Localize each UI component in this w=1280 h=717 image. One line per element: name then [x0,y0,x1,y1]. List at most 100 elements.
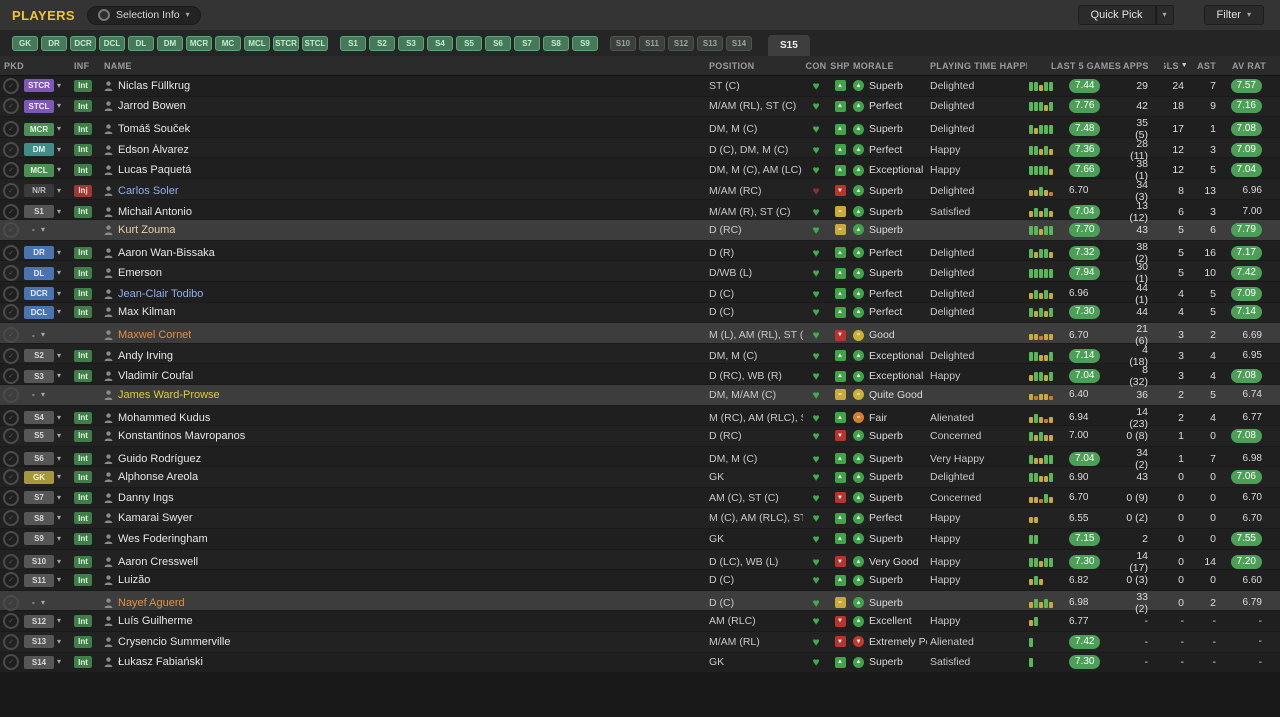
sub-tab-s3[interactable]: S3 [398,35,424,51]
player-name[interactable]: Jean-Clair Todibo [118,287,204,300]
position-tab-dl[interactable]: DL [128,35,154,51]
player-row[interactable]: ✓ S13 ▾ Int Crysencio Summerville M/AM (… [0,632,1280,653]
picked-position-dropdown[interactable]: S4 ▾ [22,411,72,424]
player-row[interactable]: ✓ STCR ▾ Int Niclas Füllkrug ST (C) ♥ ▲ … [0,76,1280,97]
availability-toggle[interactable]: ✓ [3,221,19,238]
player-row[interactable]: ✓ DCR ▾ Int Jean-Clair Todibo D (C) ♥ ▲ … [0,281,1280,306]
position-tab-mcl[interactable]: MCL [244,35,270,51]
column-header-playing-time-happiness[interactable]: PLAYING TIME HAPPINESS [930,60,1027,71]
picked-position-dropdown[interactable]: S9 ▾ [22,532,72,546]
picked-position-dropdown[interactable]: DM ▾ [22,143,72,157]
sub-tab-s9[interactable]: S9 [572,35,598,51]
player-row[interactable]: ✓ S6 ▾ Int Guido Rodríguez DM, M (C) ♥ ▲… [0,446,1280,471]
column-header-inf[interactable]: INF [74,60,90,71]
player-row[interactable]: ✓ S3 ▾ Int Vladimír Coufal D (RC), WB (R… [0,364,1280,388]
picked-position-dropdown[interactable]: STCL ▾ [22,99,72,113]
availability-toggle[interactable]: ✓ [3,469,19,486]
position-tab-dr[interactable]: DR [41,35,67,51]
column-header-morale[interactable]: MORALE [853,60,894,71]
player-name[interactable]: Crysencio Summerville [118,635,231,648]
column-header-ast[interactable]: AST [1197,60,1216,71]
availability-toggle[interactable]: ✓ [3,613,19,630]
sub-tab-s12[interactable]: S12 [668,35,694,51]
picked-position-dropdown[interactable]: S8 ▾ [22,511,72,525]
column-header-last-5-games[interactable]: LAST 5 GAMES [1051,60,1122,71]
player-name[interactable]: Lucas Paquetá [118,164,192,177]
availability-toggle[interactable]: ✓ [3,121,19,138]
player-row[interactable]: ✓ - ▾ James Ward-Prowse DM, M/AM (C) ♥ =… [0,384,1280,406]
availability-toggle[interactable]: ✓ [3,98,19,115]
player-name[interactable]: Guido Rodríguez [118,452,202,465]
picked-position-dropdown[interactable]: DR ▾ [22,246,72,260]
player-name[interactable]: Nayef Aguerd [118,596,185,609]
availability-toggle[interactable]: ✓ [3,427,19,444]
player-row[interactable]: ✓ - ▾ Kurt Zouma D (RC) ♥ = ▲ Superb 7.7… [0,220,1280,241]
picked-position-dropdown[interactable]: S14 ▾ [22,655,72,669]
availability-toggle[interactable]: ✓ [3,141,19,158]
position-tab-dcl[interactable]: DCL [99,35,125,51]
player-row[interactable]: ✓ S12 ▾ Int Luís Guilherme AM (RLC) ♥ ▼ … [0,611,1280,633]
position-tab-dm[interactable]: DM [157,35,183,51]
player-row[interactable]: ✓ MCL ▾ Int Lucas Paquetá DM, M (C), AM … [0,158,1280,182]
player-name[interactable]: Andy Irving [118,349,174,362]
player-row[interactable]: ✓ - ▾ Nayef Aguerd D (C) ♥ = ▲ Superb 6.… [0,590,1280,615]
picked-position-dropdown[interactable]: S12 ▾ [22,614,72,628]
availability-toggle[interactable]: ✓ [3,553,19,570]
player-name[interactable]: Emerson [118,267,163,280]
picked-position-dropdown[interactable]: DCL ▾ [22,305,72,319]
player-row[interactable]: ✓ S14 ▾ Int Łukasz Fabiański GK ♥ ▲ ▲ Su… [0,652,1280,674]
picked-position-dropdown[interactable]: S5 ▾ [22,429,72,443]
position-tab-stcl[interactable]: STCL [302,35,328,51]
availability-toggle[interactable]: ✓ [3,489,19,506]
player-row[interactable]: ✓ DCL ▾ Int Max Kilman D (C) ♥ ▲ ▲ Perfe… [0,302,1280,324]
player-name[interactable]: Łukasz Fabiański [118,656,203,669]
picked-position-dropdown[interactable]: S1 ▾ [22,205,72,219]
availability-toggle[interactable]: ✓ [3,530,19,547]
availability-toggle[interactable]: ✓ [3,265,19,282]
player-name[interactable]: Aaron Wan-Bissaka [118,246,215,259]
player-name[interactable]: Edson Álvarez [118,143,189,156]
player-row[interactable]: ✓ - ▾ Maxwel Cornet M (L), AM (RL), ST (… [0,323,1280,347]
position-tab-gk[interactable]: GK [12,35,38,51]
player-row[interactable]: ✓ S4 ▾ Int Mohammed Kudus M (RC), AM (RL… [0,405,1280,430]
player-row[interactable]: ✓ DR ▾ Int Aaron Wan-Bissaka D (R) ♥ ▲ ▲… [0,240,1280,265]
picked-position-dropdown[interactable]: - ▾ [22,596,72,609]
player-row[interactable]: ✓ STCL ▾ Int Jarrod Bowen M/AM (RL), ST … [0,96,1280,118]
availability-toggle[interactable]: ✓ [3,510,19,527]
sub-tab-s11[interactable]: S11 [639,35,665,51]
player-row[interactable]: ✓ S2 ▾ Int Andy Irving DM, M (C) ♥ ▲ ▲ E… [0,343,1280,368]
player-row[interactable]: ✓ S1 ▾ Int Michail Antonio M/AM (R), ST … [0,199,1280,224]
sub-tab-s13[interactable]: S13 [697,35,723,51]
sub-tab-s5[interactable]: S5 [456,35,482,51]
player-name[interactable]: Kurt Zouma [118,223,176,236]
availability-toggle[interactable]: ✓ [3,386,19,403]
availability-toggle[interactable]: ✓ [3,162,19,179]
player-row[interactable]: ✓ S10 ▾ Int Aaron Cresswell D (LC), WB (… [0,549,1280,574]
picked-position-dropdown[interactable]: GK ▾ [22,470,72,484]
picked-position-dropdown[interactable]: S3 ▾ [22,369,72,383]
column-header-gls[interactable]: GLS▼ [1164,61,1196,71]
position-tab-stcr[interactable]: STCR [273,35,299,51]
player-name[interactable]: Vladimír Coufal [118,370,194,383]
player-name[interactable]: Danny Ings [118,491,174,504]
tab-s15[interactable]: S15 [768,35,810,56]
column-header-shp[interactable]: SHP [830,60,850,71]
picked-position-dropdown[interactable]: S13 ▾ [22,635,72,649]
column-header-con[interactable]: CON [805,60,827,71]
player-row[interactable]: ✓ S11 ▾ Int Luizão D (C) ♥ ▲ ▲ Superb Ha… [0,570,1280,591]
availability-toggle[interactable]: ✓ [3,572,19,589]
availability-toggle[interactable]: ✓ [3,304,19,321]
availability-toggle[interactable]: ✓ [3,203,19,220]
player-name[interactable]: Niclas Füllkrug [118,79,191,92]
availability-toggle[interactable]: ✓ [3,654,19,671]
position-tab-mcr[interactable]: MCR [186,35,212,51]
availability-toggle[interactable]: ✓ [3,182,19,199]
availability-toggle[interactable]: ✓ [3,409,19,426]
picked-position-dropdown[interactable]: - ▾ [22,388,72,401]
sub-tab-s4[interactable]: S4 [427,35,453,51]
picked-position-dropdown[interactable]: DL ▾ [22,266,72,280]
player-name[interactable]: Wes Foderingham [118,532,208,545]
player-row[interactable]: ✓ DL ▾ Int Emerson D/WB (L) ♥ ▲ ▲ Superb… [0,261,1280,285]
picked-position-dropdown[interactable]: S6 ▾ [22,452,72,466]
player-name[interactable]: Maxwel Cornet [118,329,192,342]
